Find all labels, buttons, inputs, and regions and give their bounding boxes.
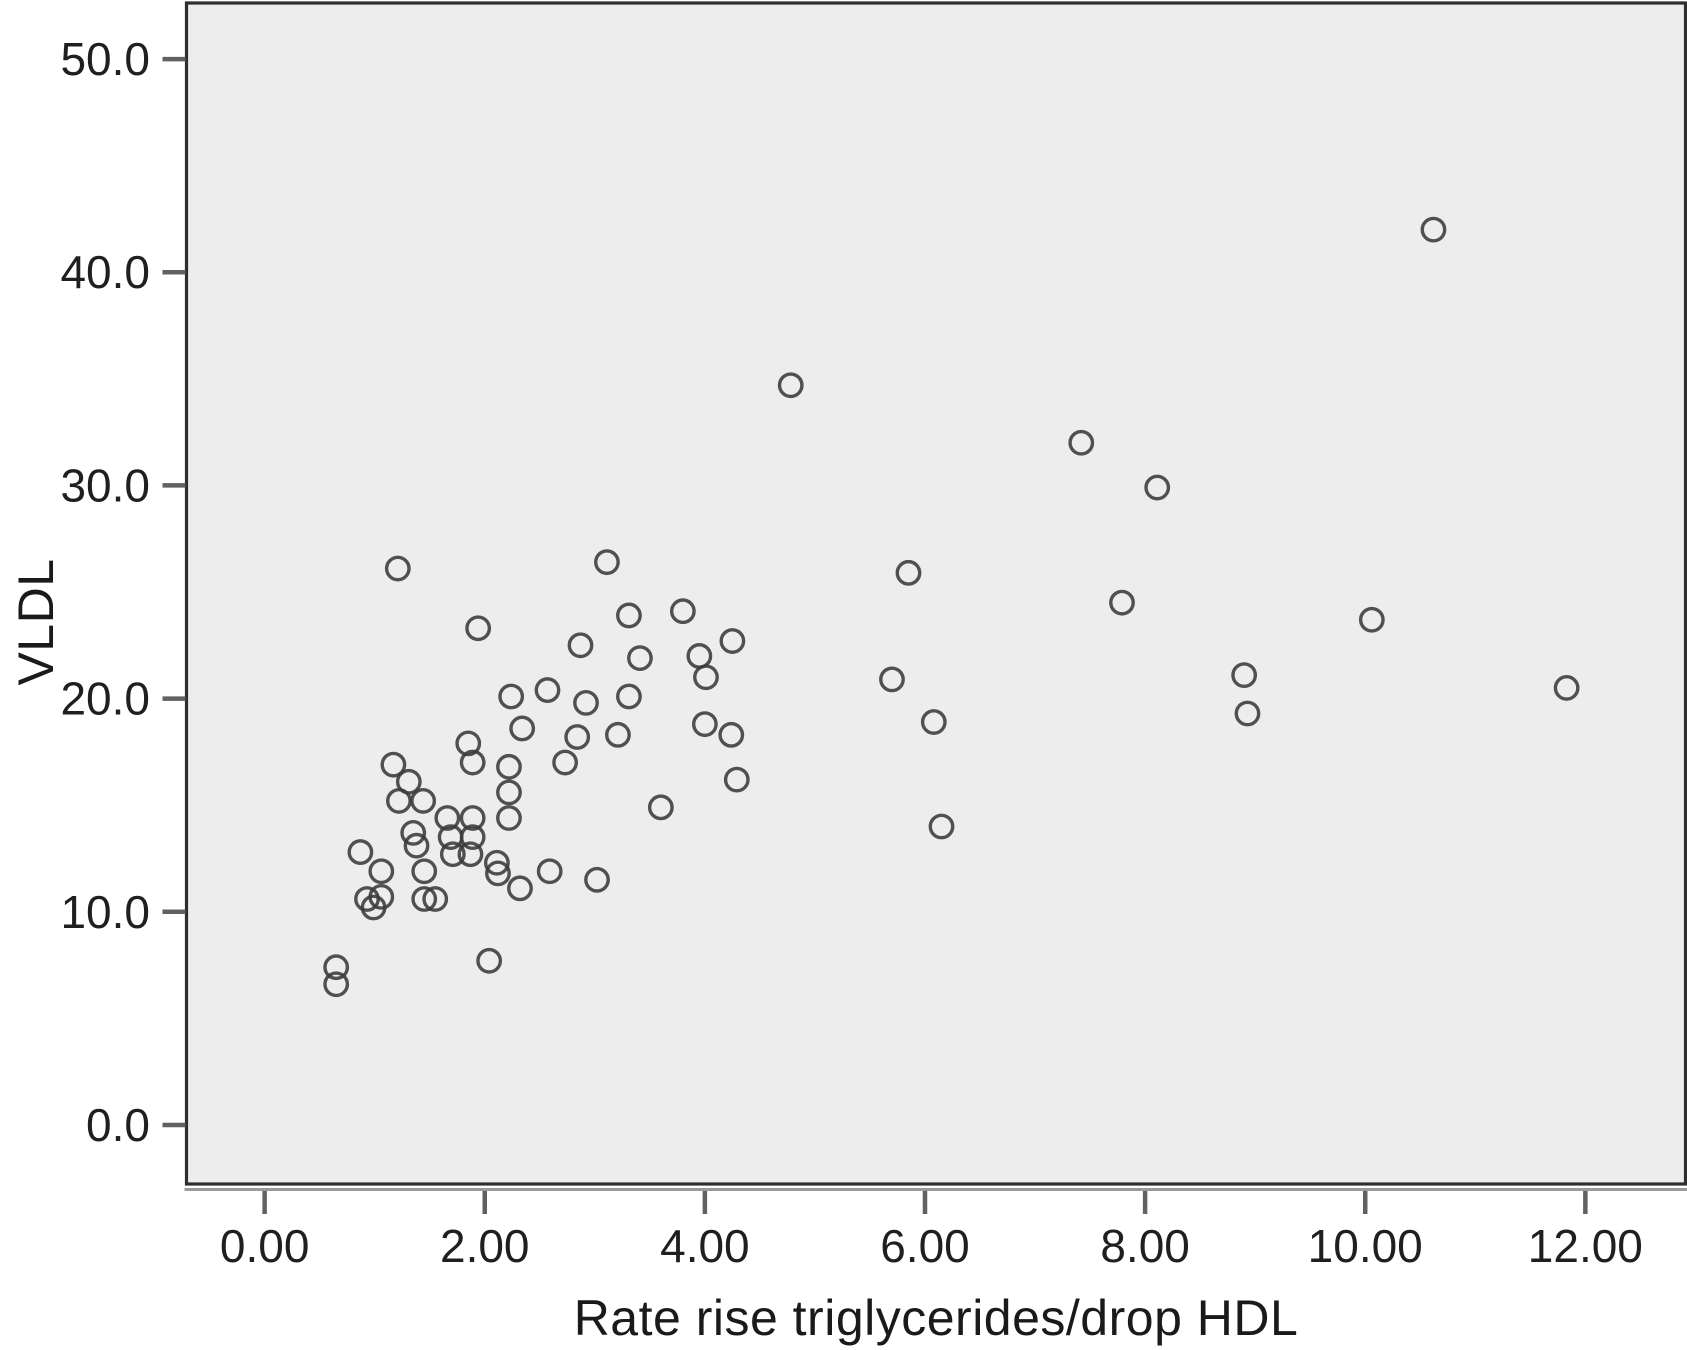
data-point-marker <box>360 894 387 921</box>
data-point-marker <box>584 866 610 893</box>
data-point-marker <box>536 858 563 885</box>
data-point-marker <box>323 954 350 981</box>
data-point-marker <box>564 724 591 750</box>
x-tick-label: 10.00 <box>1308 1220 1423 1272</box>
data-point-marker <box>552 749 579 776</box>
data-point-marker <box>777 372 804 399</box>
data-point-marker <box>380 751 407 778</box>
data-point-marker <box>465 615 492 642</box>
data-point-marker <box>483 849 510 876</box>
data-point-marker <box>457 841 484 868</box>
data-point-marker <box>895 559 922 586</box>
data-point-marker <box>439 841 466 868</box>
data-point-marker <box>669 598 696 625</box>
data-point-marker <box>719 628 746 654</box>
data-point-marker <box>693 664 719 691</box>
data-point-marker <box>534 677 561 703</box>
data-point-marker <box>567 632 594 659</box>
y-tick-label: 20.0 <box>60 673 150 725</box>
data-point-marker <box>723 766 750 793</box>
data-point-marker <box>1234 700 1261 727</box>
data-point-marker <box>384 555 411 582</box>
data-point-marker <box>498 683 525 710</box>
data-point-marker <box>509 715 536 742</box>
data-point-marker <box>422 886 449 912</box>
plot-border <box>184 1 1687 1186</box>
data-point-marker <box>718 721 745 748</box>
data-point-marker <box>573 689 599 716</box>
x-tick-label: 4.00 <box>660 1220 750 1272</box>
data-point-marker <box>459 805 486 831</box>
data-point-marker <box>605 721 631 748</box>
data-point-marker <box>647 794 674 821</box>
x-tick-label: 12.00 <box>1528 1220 1643 1272</box>
x-axis-title: Rate rise triglycerides/drop HDL <box>573 1290 1299 1346</box>
data-point-marker <box>411 858 438 885</box>
data-point-marker <box>1231 662 1258 689</box>
x-tick-label: 2.00 <box>440 1220 530 1272</box>
x-tick-label: 8.00 <box>1100 1220 1190 1272</box>
data-point-marker <box>1553 675 1580 701</box>
data-point-marker <box>1420 216 1447 243</box>
data-point-marker <box>627 645 653 671</box>
y-tick-label: 50.0 <box>60 33 150 85</box>
data-point-marker <box>347 839 374 865</box>
data-point-marker <box>1109 589 1135 616</box>
data-point-marker <box>496 779 522 806</box>
data-point-marker <box>1144 474 1171 501</box>
x-tick-label: 0.00 <box>220 1220 310 1272</box>
data-point-marker <box>1068 429 1095 456</box>
data-point-marker <box>400 819 427 846</box>
data-point-marker <box>594 549 620 576</box>
data-point-marker <box>928 813 955 840</box>
data-point-marker <box>1358 606 1385 633</box>
data-point-marker <box>410 788 437 814</box>
data-point-marker <box>920 709 947 735</box>
data-point-marker <box>403 832 430 859</box>
data-point-marker <box>411 886 438 912</box>
data-point-marker <box>476 947 503 974</box>
data-point-marker <box>496 753 522 780</box>
y-tick-label: 10.0 <box>60 886 150 938</box>
data-point-marker <box>368 858 395 885</box>
data-point-marker <box>459 824 486 851</box>
data-point-marker <box>434 805 461 831</box>
data-point-marker <box>455 730 482 757</box>
data-point-marker <box>616 602 642 629</box>
data-point-marker <box>691 711 718 738</box>
data-point-marker <box>616 683 642 710</box>
y-axis-title: VLDL <box>8 558 64 686</box>
plot-area <box>186 3 1686 1184</box>
x-tick-label: 6.00 <box>880 1220 970 1272</box>
data-point-marker <box>496 805 522 831</box>
data-point-marker <box>459 749 486 776</box>
data-point-marker <box>395 768 422 795</box>
data-point-marker <box>323 971 350 998</box>
data-point-marker <box>879 666 905 693</box>
y-tick-label: 40.0 <box>60 246 150 298</box>
data-point-marker <box>507 875 533 902</box>
y-tick-label: 0.0 <box>86 1099 150 1151</box>
y-tick-label: 30.0 <box>60 459 150 511</box>
data-point-marker <box>485 860 511 887</box>
